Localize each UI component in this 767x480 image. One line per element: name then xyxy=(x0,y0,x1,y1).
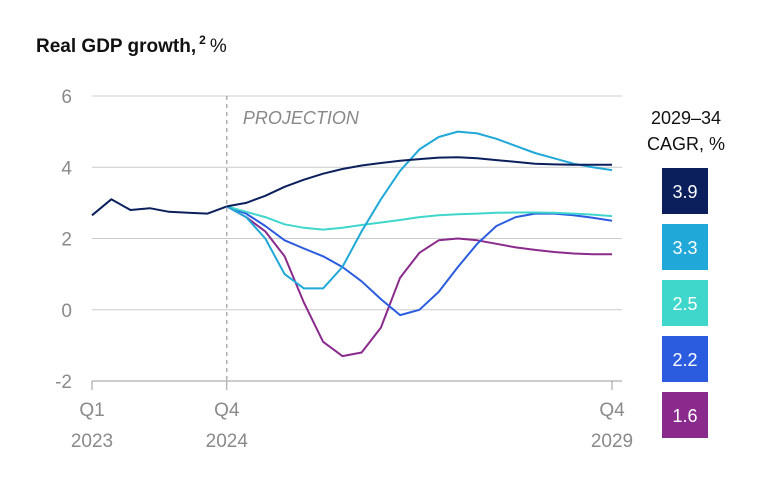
x-tick-label: 2023 xyxy=(71,431,113,452)
legend-swatch xyxy=(662,224,708,270)
legend-title-line1: 2029–34 xyxy=(651,108,721,128)
series-line-cagr-3-3 xyxy=(226,130,613,290)
series-line-history xyxy=(91,198,228,217)
legend-swatch xyxy=(662,336,708,382)
legend: 3.9 3.3 2.5 2.2 1.6 xyxy=(662,168,708,438)
x-tick-label: Q1 xyxy=(79,400,104,421)
chart-title-text: Real GDP growth, xyxy=(36,36,196,57)
legend-swatch xyxy=(662,168,708,214)
series-lines xyxy=(91,130,613,358)
projection-label: PROJECTION xyxy=(243,108,360,128)
y-tick-label: 6 xyxy=(61,87,72,108)
x-tick-label: Q4 xyxy=(599,400,625,421)
series-line-cagr-3-9 xyxy=(226,156,612,208)
x-axis: Q1 2023 Q4 2024 Q4 2029 xyxy=(71,381,633,452)
projection-marker: PROJECTION xyxy=(226,96,360,381)
legend-value: 1.6 xyxy=(672,406,697,426)
legend-value: 3.9 xyxy=(672,182,697,202)
y-axis: 6 4 2 0 -2 xyxy=(55,87,72,393)
legend-swatch xyxy=(662,392,708,438)
legend-value: 2.2 xyxy=(672,350,697,370)
y-tick-label: -2 xyxy=(55,372,72,393)
x-tick-label: 2024 xyxy=(206,431,249,452)
series-line-cagr-2-5 xyxy=(226,205,613,231)
chart-title-superscript: 2 xyxy=(199,33,206,47)
legend-value: 3.3 xyxy=(672,238,697,258)
legend-value: 2.5 xyxy=(672,294,697,314)
legend-swatch xyxy=(662,280,708,326)
x-tick-label: 2029 xyxy=(591,431,633,452)
series-line-cagr-2-2 xyxy=(226,205,613,317)
series-line-cagr-1-6 xyxy=(226,205,612,358)
chart-title-unit: % xyxy=(210,36,227,57)
x-tick-label: Q4 xyxy=(214,400,240,421)
chart-title: Real GDP growth, 2% xyxy=(36,33,227,57)
y-tick-label: 4 xyxy=(61,158,72,179)
y-tick-label: 0 xyxy=(61,301,72,322)
legend-title-line2: CAGR, % xyxy=(647,134,725,154)
y-tick-label: 2 xyxy=(61,230,72,251)
